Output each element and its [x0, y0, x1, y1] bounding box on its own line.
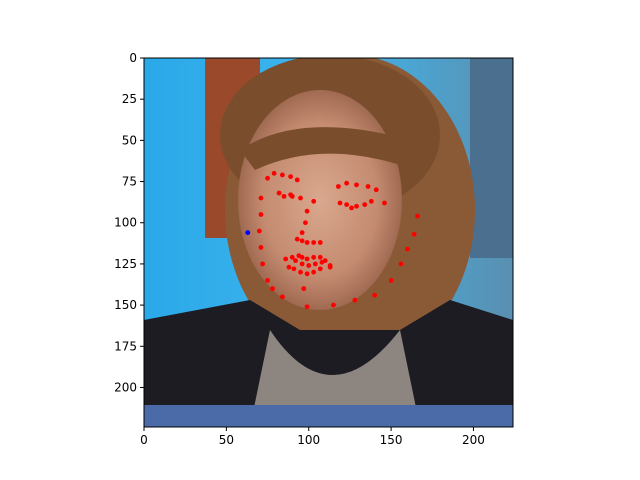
landmark-point [331, 302, 336, 308]
y-tick-label: 0 [129, 51, 137, 65]
landmark-point [298, 195, 303, 201]
landmark-point [258, 195, 264, 201]
x-tick-label: 100 [297, 433, 320, 447]
landmark-point [319, 259, 325, 265]
landmark-point [258, 245, 264, 250]
y-tick-label: 25 [122, 92, 137, 106]
landmark-point [317, 254, 323, 260]
landmark-point [303, 220, 308, 226]
landmark-point [415, 213, 420, 219]
y-tick-label: 75 [122, 175, 137, 189]
y-tick-label: 175 [114, 339, 137, 353]
landmark-point [289, 254, 295, 260]
landmark-point [283, 256, 289, 262]
landmark-point [294, 177, 300, 183]
landmark-point [304, 208, 310, 214]
landmark-point [279, 294, 285, 300]
landmark-point [299, 230, 305, 236]
landmark-point [311, 254, 317, 260]
landmark-point [372, 292, 378, 298]
landmark-point [294, 236, 300, 242]
landmark-point [288, 174, 294, 180]
y-axis: 0 25 50 75 100 125 150 175 200 [114, 51, 144, 394]
x-tick-label: 150 [380, 433, 403, 447]
y-tick-label: 200 [114, 380, 137, 394]
landmark-point [398, 261, 404, 267]
landmark-point [276, 190, 282, 196]
landmark-point [373, 187, 379, 193]
landmark-point [304, 240, 310, 245]
landmark-point [362, 202, 368, 208]
landmark-point [365, 184, 371, 189]
landmark-point [368, 198, 374, 204]
landmark-point [306, 263, 312, 268]
landmark-point [344, 180, 350, 186]
landmark-point [405, 246, 410, 252]
landmark-point [312, 261, 318, 267]
highlight-point [245, 230, 251, 236]
landmark-point [388, 277, 394, 283]
landmark-point [337, 200, 343, 206]
landmark-point [354, 203, 359, 209]
landmark-point [299, 254, 305, 260]
landmark-point [354, 182, 359, 188]
y-tick-label: 125 [114, 257, 137, 271]
landmark-point [352, 297, 358, 303]
landmark-point [271, 170, 277, 176]
landmark-point [291, 266, 297, 272]
x-tick-label: 50 [219, 433, 234, 447]
landmark-point [311, 269, 317, 275]
landmark-point [260, 261, 266, 267]
x-tick-label: 200 [462, 433, 485, 447]
y-tick-label: 150 [114, 298, 137, 312]
landmark-point [256, 228, 262, 234]
landmark-point [311, 240, 317, 245]
landmark-point [265, 175, 270, 181]
landmark-point [258, 212, 264, 217]
landmark-point [335, 184, 341, 189]
landmark-point [304, 271, 310, 277]
landmark-point [265, 277, 270, 283]
x-tick-label: 0 [140, 433, 148, 447]
landmark-point [311, 198, 317, 204]
landmark-point [298, 269, 303, 275]
landmark-point [299, 238, 305, 244]
landmark-point [281, 193, 287, 199]
landmark-points [245, 170, 420, 310]
landmark-point [411, 231, 417, 237]
landmark-point [289, 193, 295, 199]
landmark-point [279, 172, 285, 178]
landmark-point [327, 263, 333, 268]
y-tick-label: 50 [122, 133, 137, 147]
landmark-point [382, 200, 387, 206]
landmark-point [344, 202, 350, 208]
landmark-point [317, 240, 323, 245]
landmark-point [270, 286, 275, 292]
landmark-point [349, 205, 354, 211]
landmark-point [301, 286, 307, 292]
landmark-point [317, 266, 323, 272]
x-axis: 0 50 100 150 200 [140, 427, 485, 447]
landmark-point [304, 256, 310, 262]
face-photo [144, 58, 513, 427]
y-tick-label: 100 [114, 216, 137, 230]
axes-frame [143, 57, 514, 428]
landmark-point [286, 264, 292, 270]
landmark-point [293, 258, 298, 264]
landmark-point [304, 304, 310, 310]
landmark-point [299, 261, 305, 267]
